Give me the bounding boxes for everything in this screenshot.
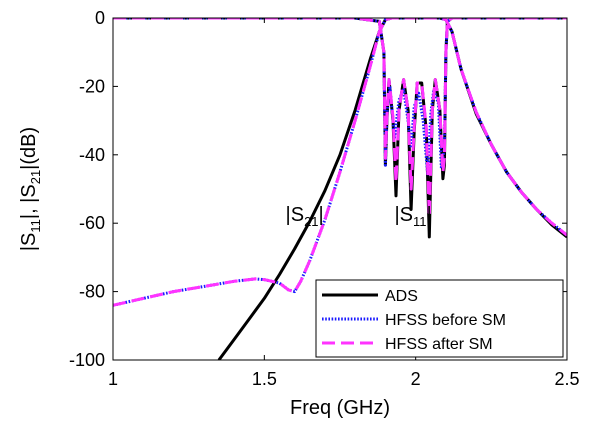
y-tick-label: 0 xyxy=(95,8,105,28)
y-axis-label: |S11|, |S21|(dB) xyxy=(18,127,43,251)
x-tick-label: 1.5 xyxy=(252,369,277,389)
y-tick-label: -20 xyxy=(79,76,105,96)
series-1-s21-line xyxy=(113,18,567,307)
x-axis-label: Freq (GHz) xyxy=(290,397,390,419)
y-tick-label: -40 xyxy=(79,145,105,165)
ticks-layer: 1 1.5 2 2.5 0 -20 -40 -60 -80 -100 xyxy=(69,8,580,389)
series-2-s21-line xyxy=(113,18,567,307)
annotation-s21: |S21| xyxy=(286,204,324,229)
y-tick-label: -60 xyxy=(79,213,105,233)
x-tick-label: 1 xyxy=(108,369,118,389)
legend: ADS HFSS before SM HFSS after SM xyxy=(315,279,564,358)
x-tick-label: 2 xyxy=(411,369,421,389)
x-tick-label: 2.5 xyxy=(554,369,579,389)
annotation-s11: |S11| xyxy=(394,204,431,229)
legend-label: HFSS before SM xyxy=(385,312,506,329)
y-tick-label: -80 xyxy=(79,282,105,302)
series-2-s11-line xyxy=(113,18,567,218)
plot-frame xyxy=(112,17,568,361)
legend-label: HFSS after SM xyxy=(385,336,493,353)
series-0-s11-line xyxy=(113,18,567,239)
legend-box xyxy=(315,279,564,358)
legend-label: ADS xyxy=(385,288,418,305)
y-tick-label: -100 xyxy=(69,350,105,370)
annotation-layer: |S21| |S11| xyxy=(286,204,432,229)
series-layer xyxy=(113,18,567,360)
